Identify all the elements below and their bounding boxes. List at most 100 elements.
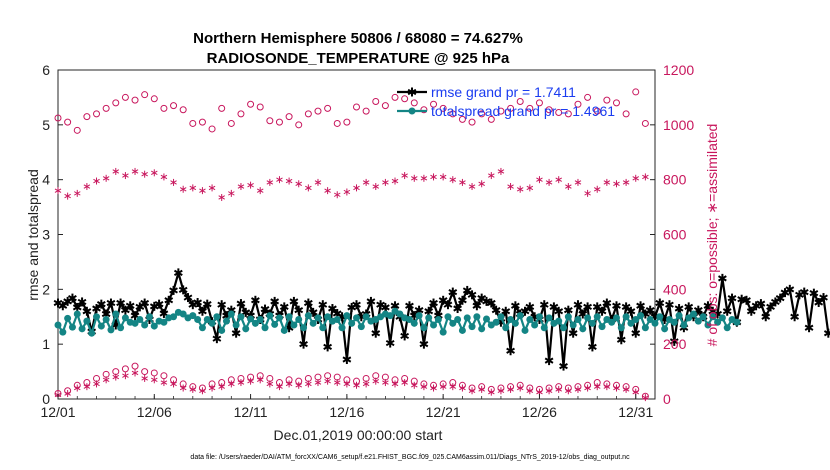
count-assimilated-point <box>102 174 110 182</box>
totalspread-point <box>579 325 587 333</box>
rmse-point <box>58 301 68 311</box>
count-assimilated-point <box>160 379 168 387</box>
x-tick-label: 12/11 <box>234 404 268 420</box>
count-possible-point <box>121 365 129 373</box>
y2-tick-label: 600 <box>663 227 687 243</box>
rmse-point <box>236 299 246 309</box>
totalspread-point <box>203 315 211 323</box>
totalspread-point <box>141 321 149 329</box>
totalspread-point <box>540 324 548 332</box>
y2-axis-label: # of obs: o=possible; ∗=assimilated <box>704 124 720 347</box>
y-tick-label: 2 <box>42 281 50 297</box>
totalspread-point <box>68 323 76 331</box>
totalspread-point <box>492 318 500 326</box>
count-assimilated-point <box>324 377 331 385</box>
y2-tick-label: 400 <box>663 281 687 297</box>
count-assimilated-point <box>545 178 553 186</box>
count-assimilated-point <box>208 384 216 392</box>
count-assimilated-point <box>565 183 572 191</box>
totalspread-point <box>685 314 693 322</box>
rmse-point <box>766 302 775 312</box>
rmse-point <box>366 296 376 306</box>
rmse-point <box>819 293 828 303</box>
totalspread-point <box>637 312 645 320</box>
count-possible-point <box>179 106 187 114</box>
count-possible-point <box>391 93 399 101</box>
x-tick-label: 12/06 <box>137 404 172 420</box>
totalspread-point <box>574 315 582 323</box>
totalspread-point <box>468 323 476 331</box>
count-possible-point <box>150 95 158 103</box>
count-assimilated-point <box>305 380 312 388</box>
rmse-point <box>352 300 361 310</box>
rmse-point <box>82 306 92 316</box>
count-possible-point <box>535 99 543 107</box>
rmse-point <box>294 305 304 315</box>
totalspread-point <box>420 324 428 332</box>
count-possible-point <box>304 110 312 118</box>
y-tick-label: 5 <box>42 117 50 133</box>
count-assimilated-point <box>83 383 91 391</box>
count-assimilated-point <box>478 180 485 188</box>
count-possible-point <box>343 118 351 126</box>
count-assimilated-point <box>526 184 534 192</box>
y-tick-label: 1 <box>42 336 50 352</box>
rmse-point <box>106 298 116 308</box>
count-assimilated-point <box>449 176 457 184</box>
rmse-point <box>616 335 626 345</box>
count-possible-point <box>468 118 476 126</box>
rmse-point <box>636 301 645 311</box>
legend-label-rmse: rmse grand pr = 1.7411 <box>431 84 576 100</box>
count-assimilated-point <box>64 390 71 398</box>
y-tick-label: 6 <box>42 62 50 78</box>
totalspread-point <box>511 319 519 327</box>
totalspread-point <box>280 326 288 334</box>
x-tick-label: 12/21 <box>426 404 461 420</box>
rmse-point <box>68 293 77 303</box>
totalspread-point <box>309 319 317 327</box>
totalspread-point <box>208 319 216 327</box>
count-assimilated-point <box>603 383 611 391</box>
rmse-point <box>96 299 106 309</box>
totalspread-point <box>353 314 360 322</box>
count-assimilated-point <box>131 369 139 377</box>
count-assimilated-point <box>555 385 562 393</box>
count-assimilated-point <box>401 379 408 387</box>
count-assimilated-point <box>593 185 601 193</box>
x-axis-label: Dec.01,2019 00:00:00 start <box>274 427 443 443</box>
series-possible <box>54 88 649 134</box>
count-assimilated-point <box>122 372 129 380</box>
count-assimilated-point <box>237 379 245 387</box>
x-tick-label: 12/26 <box>522 404 557 420</box>
totalspread-point <box>439 328 447 336</box>
rmse-point <box>525 302 535 312</box>
rmse-point <box>92 304 101 314</box>
rmse-point <box>323 342 333 352</box>
totalspread-point <box>560 324 568 332</box>
count-possible-point <box>497 107 505 115</box>
count-assimilated-point <box>439 383 447 391</box>
totalspread-point <box>656 313 664 321</box>
rmse-point <box>279 302 289 312</box>
count-possible-point <box>237 110 245 118</box>
count-assimilated-point <box>189 385 197 393</box>
count-assimilated-point <box>208 184 216 192</box>
count-possible-point <box>507 104 515 112</box>
rmse-point <box>809 288 819 298</box>
totalspread-point <box>295 315 303 323</box>
count-assimilated-point <box>314 379 322 387</box>
totalspread-point <box>242 325 250 333</box>
totalspread-point <box>507 315 515 323</box>
totalspread-point <box>271 320 279 328</box>
totalspread-point <box>194 315 202 323</box>
rmse-point <box>154 299 164 309</box>
rmse-point <box>790 312 800 322</box>
rmse-point <box>250 295 260 305</box>
totalspread-point <box>463 314 471 322</box>
totalspread-point <box>256 315 264 323</box>
totalspread-point <box>88 329 96 337</box>
count-assimilated-point <box>256 187 264 195</box>
rmse-point <box>448 287 458 297</box>
count-assimilated-point <box>632 174 640 182</box>
